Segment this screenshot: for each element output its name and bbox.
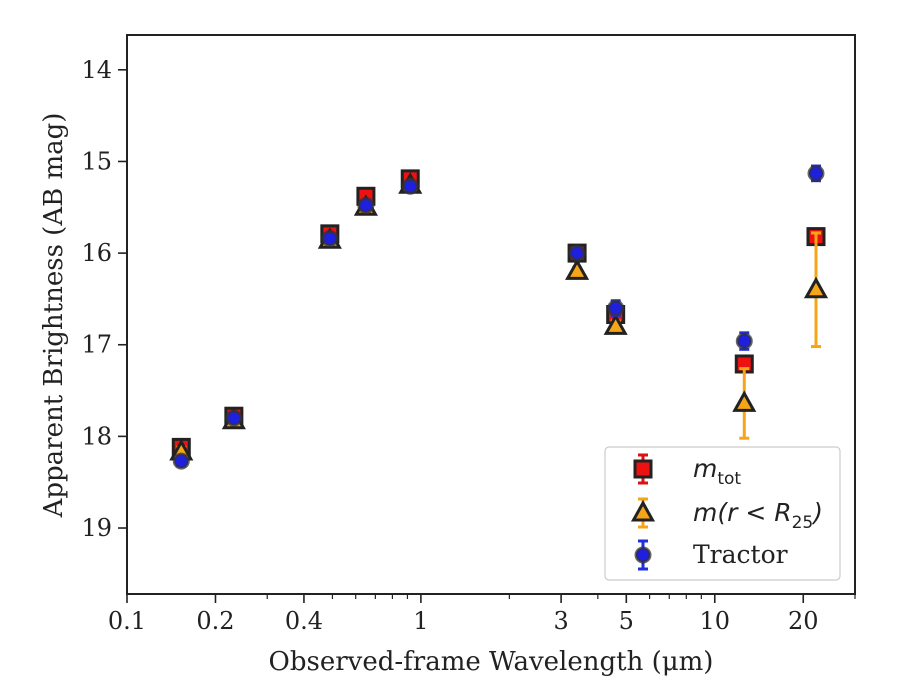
x-tick-label-6: 10 (700, 607, 731, 635)
axis-ticks: 0.1 0.2 0.4 1 3 5 10 20 14 15 16 17 18 19 (81, 56, 856, 635)
y-tick-label-2: 16 (81, 239, 112, 267)
legend-label-2: Tractor (693, 540, 788, 569)
y-tick-label-4: 18 (81, 422, 112, 450)
point-s1-p7 (732, 390, 757, 412)
y-axis-label: Apparent Brightness (AB mag) (39, 113, 69, 519)
point-s2-p8 (807, 164, 825, 182)
series-2 (172, 164, 825, 470)
legend-marker-1 (630, 499, 656, 522)
legend-label-0: mtot (693, 454, 741, 489)
legend-label-1-sub: 25 (792, 513, 814, 533)
point-s2-p7 (735, 332, 753, 350)
point-s1-p8 (803, 276, 829, 299)
legend-label-1: m(r < R25) (693, 498, 823, 533)
x-tick-label-1: 0.2 (196, 607, 234, 635)
legend-entries: mtot m(r < R25) Tractor (630, 453, 823, 571)
legend-label-1-base: m(r < R (693, 498, 792, 527)
legend-label-0-base: m (693, 454, 717, 483)
point-s2-p6 (607, 299, 625, 317)
x-tick-label-5: 5 (619, 607, 634, 635)
series-1 (169, 172, 829, 461)
legend-marker-0 (633, 459, 653, 479)
y-tick-label-1: 15 (81, 147, 112, 175)
x-axis-label: Observed-frame Wavelength (μm) (269, 647, 714, 677)
x-tick-label-4: 3 (553, 607, 568, 635)
series-0 (171, 169, 826, 457)
x-tick-label-0: 0.1 (108, 607, 146, 635)
point-s2-p4 (401, 177, 419, 195)
y-tick-label-5: 19 (81, 514, 112, 542)
point-s2-p3 (357, 196, 375, 214)
point-s2-p1 (225, 409, 243, 427)
point-s1-p5 (565, 258, 590, 280)
point-s1-p6 (603, 313, 628, 335)
plot-frame (126, 34, 856, 595)
point-s2-p0 (172, 452, 190, 470)
legend-box (604, 446, 841, 581)
legend: mtot m(r < R25) Tractor (604, 446, 841, 581)
data-marks (169, 164, 829, 470)
x-tick-label-2: 0.4 (285, 607, 323, 635)
x-tick-label-3: 1 (413, 607, 428, 635)
x-tick-label-7: 20 (788, 607, 819, 635)
point-s2-p5 (568, 244, 586, 262)
legend-marker-2 (634, 546, 652, 564)
y-tick-label-3: 17 (81, 331, 112, 359)
y-axis-label-group: Apparent Brightness (AB mag) (39, 113, 69, 519)
point-s2-p2 (321, 229, 339, 247)
legend-label-1-tail: ) (811, 498, 823, 527)
y-tick-label-0: 14 (81, 56, 112, 84)
legend-label-0-sub: tot (717, 469, 741, 489)
